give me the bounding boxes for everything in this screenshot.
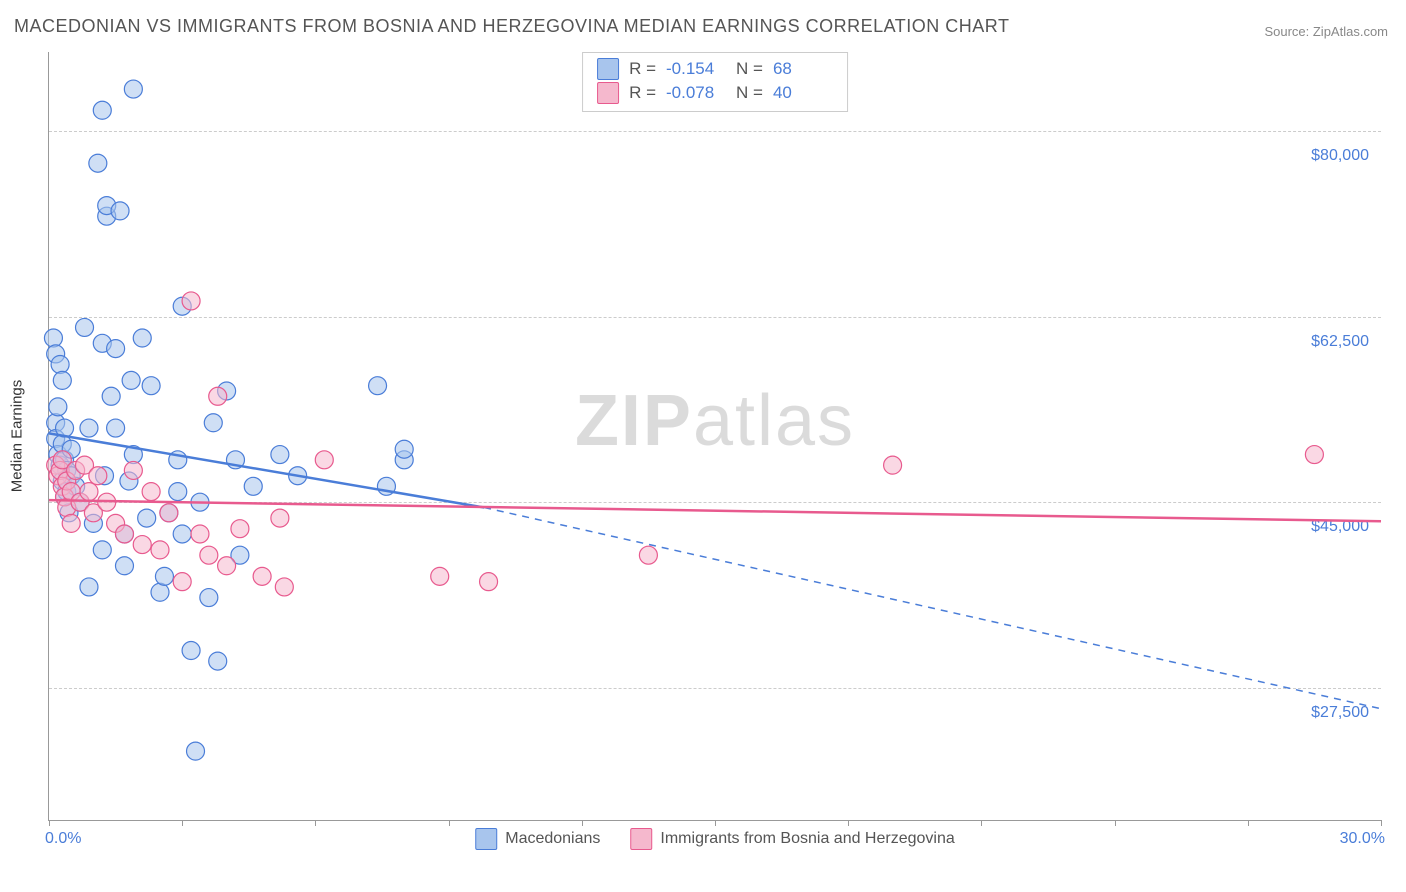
bottom-legend: Macedonians Immigrants from Bosnia and H…	[475, 828, 955, 850]
legend-label-series1: Macedonians	[505, 830, 600, 848]
n-value-series1: 68	[773, 57, 833, 81]
stats-row-series2: R = -0.078 N = 40	[597, 81, 833, 105]
r-value-series1: -0.154	[666, 57, 726, 81]
n-value-series2: 40	[773, 81, 833, 105]
r-label: R =	[629, 81, 656, 105]
chart-plot-area: Median Earnings ZIPatlas $27,500$45,000$…	[48, 52, 1381, 821]
swatch-series2	[630, 828, 652, 850]
x-tick-label-max: 30.0%	[1340, 830, 1385, 848]
legend-label-series2: Immigrants from Bosnia and Herzegovina	[660, 830, 954, 848]
swatch-series1	[475, 828, 497, 850]
swatch-series1	[597, 58, 619, 80]
source-attribution: Source: ZipAtlas.com	[1264, 24, 1388, 39]
stats-row-series1: R = -0.154 N = 68	[597, 57, 833, 81]
swatch-series2	[597, 82, 619, 104]
stats-legend-box: R = -0.154 N = 68 R = -0.078 N = 40	[582, 52, 848, 112]
legend-item-series1: Macedonians	[475, 828, 600, 850]
r-label: R =	[629, 57, 656, 81]
legend-item-series2: Immigrants from Bosnia and Herzegovina	[630, 828, 954, 850]
y-axis-title: Median Earnings	[9, 380, 26, 493]
r-value-series2: -0.078	[666, 81, 726, 105]
n-label: N =	[736, 81, 763, 105]
n-label: N =	[736, 57, 763, 81]
chart-svg	[49, 52, 1381, 820]
x-tick-label-min: 0.0%	[45, 830, 81, 848]
chart-title: MACEDONIAN VS IMMIGRANTS FROM BOSNIA AND…	[14, 16, 1009, 37]
